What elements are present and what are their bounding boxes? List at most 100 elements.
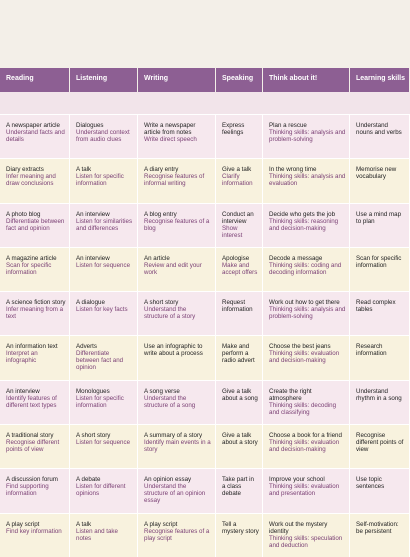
cell-title: Adverts — [76, 343, 97, 351]
table-cell: A summary of a story Identify main events… — [138, 425, 216, 469]
table-cell: Understand nouns and verbs — [350, 115, 410, 159]
cell-title: Self-motivation: be persistent — [356, 520, 399, 535]
table-cell: A play script Recognise features of a pla… — [138, 513, 216, 557]
cell-title: Decide who gets the job — [269, 210, 336, 218]
table-cell: Make and perform a radio advert — [216, 336, 263, 380]
table-cell: Improve your school Thinking skills: eval… — [263, 469, 350, 513]
table-cell: Adverts Differentiate between fact and op… — [70, 336, 138, 380]
cell-skill: Identify features of different text type… — [6, 394, 57, 409]
table-cell: Self-motivation: be persistent — [350, 513, 410, 557]
cell-title: Improve your school — [269, 476, 325, 484]
table-row: Diary extracts Infer meaning and draw con… — [0, 158, 410, 203]
table-cell: A dialogue Listen for key facts — [70, 292, 138, 336]
cell-skill: Find supporting information — [6, 483, 49, 498]
cell-title: Conduct an interview — [222, 210, 254, 225]
table-cell: Express feelings — [216, 115, 263, 159]
table-cell: Use a mind map to plan — [350, 203, 410, 247]
cell-title: An interview — [6, 387, 40, 395]
table-cell: A song verse Understand the structure of … — [138, 380, 216, 425]
cell-title: A play script — [144, 520, 178, 528]
table-cell: Diary extracts Infer meaning and draw con… — [0, 159, 70, 203]
cell-skill: Recognise features of a play script — [144, 527, 210, 542]
table-cell: In the wrong time Thinking skills: analys… — [263, 159, 350, 203]
cell-title: Read complex tables — [356, 299, 396, 314]
table-cell: A diary entry Recognise features of infor… — [138, 159, 216, 203]
table-cell: Request information — [216, 292, 263, 336]
table-cell: Read complex tables — [350, 292, 410, 336]
cell-title: Tell a mystery story — [222, 520, 259, 535]
table-cell: Decode a message Thinking skills: coding … — [263, 247, 350, 292]
cell-skill: Make and accept offers — [222, 261, 258, 276]
cell-title: Understand nouns and verbs — [356, 122, 402, 136]
cell-title: A diary entry — [144, 166, 179, 174]
table-cell: Create the right atmosphere Thinking skil… — [263, 380, 350, 425]
cell-title: In the wrong time — [269, 166, 317, 174]
cell-skill: Recognise features of a blog — [144, 217, 210, 232]
cell-title: Dialogues — [76, 122, 104, 129]
cell-skill: Review and edit your work — [144, 261, 202, 276]
table-row: A magazine article Scan for specific info… — [0, 246, 410, 292]
header-cell: Speaking — [216, 68, 263, 92]
cell-title: A blog entry — [144, 210, 177, 218]
table-cell: Plan a rescue Thinking skills: analysis a… — [263, 115, 350, 159]
table-cell: Memorise new vocabulary — [350, 159, 410, 203]
table-cell: Apologise Make and accept offers — [216, 247, 263, 292]
cell-title: Work out the mystery identity — [269, 520, 328, 535]
cell-title: An information text — [6, 343, 58, 351]
table-cell: A magazine article Scan for specific info… — [0, 247, 70, 292]
cell-skill: Listen for specific information — [76, 394, 124, 409]
table-row: A newspaper article Understand facts and … — [0, 114, 410, 159]
table-cell: Conduct an interview Show interest — [216, 203, 263, 247]
cell-skill: Thinking skills: speculation and deducti… — [269, 534, 343, 549]
cell-skill: Interpret an infographic — [6, 350, 38, 365]
cell-title: A summary of a story — [144, 432, 203, 440]
cell-skill: Identify main events in a story — [144, 439, 211, 454]
table-cell: A play script Find key information — [0, 513, 70, 557]
cell-title: A play script — [6, 520, 40, 528]
cell-skill: Thinking skills: decoding and classifyin… — [269, 401, 337, 416]
cell-title: Decode a message — [269, 254, 323, 262]
cell-title: Choose a book for a friend — [269, 432, 342, 440]
cell-skill: Listen for key facts — [76, 306, 128, 314]
cell-title: An interview — [76, 254, 110, 262]
table-cell: A short story Listen for sequence — [70, 425, 138, 469]
table-cell: Choose a book for a friend Thinking skill… — [263, 425, 350, 469]
table-cell: A talk Listen and take notes — [70, 513, 138, 557]
table-row: A photo blog Differentiate between fact a… — [0, 202, 410, 247]
cell-title: Use topic sentences — [356, 476, 385, 491]
cell-title: Use a mind map to plan — [356, 210, 402, 225]
table-row: A play script Find key information A talk L… — [0, 512, 410, 557]
cell-skill: Understand facts and details — [6, 129, 65, 143]
cell-title: An opinion essay — [144, 476, 192, 484]
cell-title: Take part in a class debate — [222, 476, 254, 498]
cell-title: A magazine article — [6, 254, 57, 262]
table-cell: Take part in a class debate — [216, 469, 263, 513]
cell-title: Give a talk about a song — [222, 387, 258, 402]
cell-skill: Write direct speech — [144, 136, 197, 143]
cell-skill: Differentiate between fact and opinion — [6, 217, 65, 232]
cell-title: Plan a rescue — [269, 122, 307, 129]
table-cell: A newspaper article Understand facts and … — [0, 115, 70, 159]
table-cell: A blog entry Recognise features of a blog — [138, 203, 216, 247]
table-cell: Work out the mystery identity Thinking sk… — [263, 513, 350, 557]
cell-title: Diary extracts — [6, 166, 44, 174]
table-cell: A talk Listen for specific information — [70, 159, 138, 203]
cell-title: Create the right atmosphere — [269, 387, 312, 402]
cell-title: Work out how to get there — [269, 299, 340, 307]
header-cell: Reading — [0, 68, 70, 92]
cell-title: Express feelings — [222, 122, 245, 136]
table-row: A traditional story Recognise different p… — [0, 424, 410, 469]
cell-skill: Find key information — [6, 527, 62, 535]
cell-skill: Thinking skills: analysis and problem-so… — [269, 306, 346, 321]
table-row: An information text Interpret an infograp… — [0, 335, 410, 380]
cell-title: Apologise — [222, 254, 250, 262]
cell-title: Request information — [222, 299, 253, 314]
cell-title: Recognise different points of view — [356, 432, 404, 454]
cell-skill: Listen for specific information — [76, 173, 124, 188]
table-cell: Decide who gets the job Thinking skills: … — [263, 203, 350, 247]
cell-title: A talk — [76, 520, 92, 528]
cell-title: An interview — [76, 210, 110, 218]
table-cell: A discussion forum Find supporting inform… — [0, 469, 70, 513]
table-cell: An interview Listen for similarities and … — [70, 203, 138, 247]
